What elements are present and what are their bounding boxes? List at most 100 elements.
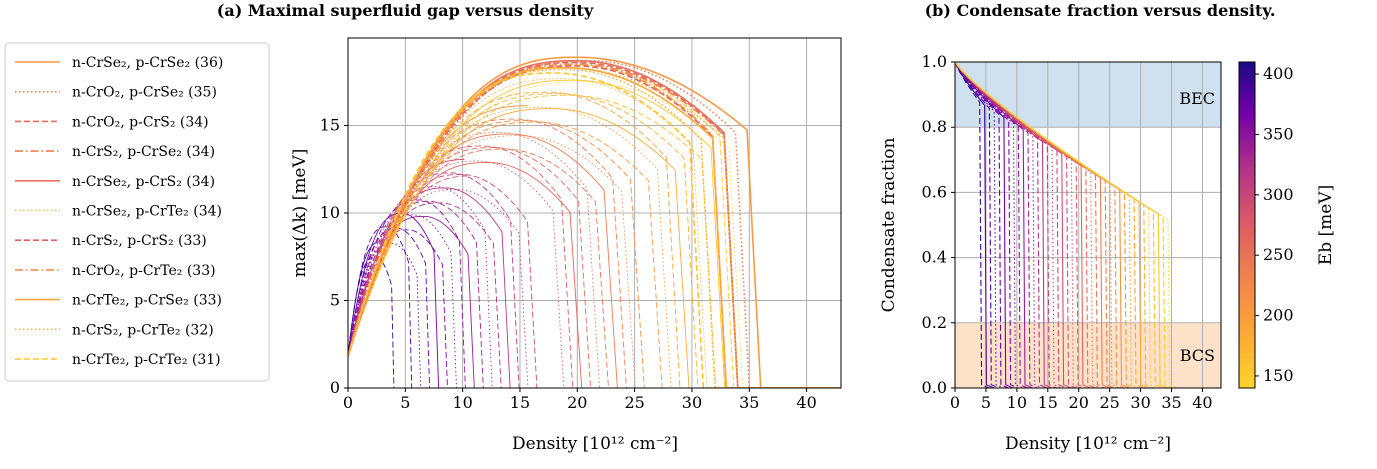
legend-entry: n-CrS₂, p-CrS₂ (33) bbox=[72, 233, 207, 249]
gap-sweep-curve bbox=[348, 148, 841, 388]
legend-entry: n-CrTe₂, p-CrSe₂ (33) bbox=[72, 293, 222, 309]
x-tick-label-b: 15 bbox=[1038, 393, 1058, 412]
gap-sweep-curve bbox=[348, 160, 841, 388]
gap-sweep-curve bbox=[348, 175, 470, 357]
x-tick-label-a: 35 bbox=[739, 393, 759, 412]
gap-series-line bbox=[348, 63, 841, 388]
x-tick-label-a: 10 bbox=[452, 393, 472, 412]
colorbar-tick-label: 250 bbox=[1263, 245, 1294, 264]
gap-sweep-curve bbox=[348, 242, 841, 388]
gap-sweep-curve bbox=[348, 81, 841, 388]
condensate-curve bbox=[955, 62, 1024, 388]
gap-series-line bbox=[348, 56, 841, 388]
gap-sweep-curve bbox=[348, 121, 841, 388]
gap-series-line bbox=[348, 65, 841, 388]
chart-a: 0 5 10 15 20 25 30 35 40 0 5 10 15 Density [10¹² cm⁻… bbox=[290, 37, 842, 454]
y-tick-label-b: 0.8 bbox=[922, 117, 947, 136]
y-tick-label-b: 0.2 bbox=[922, 313, 947, 332]
condensate-curve bbox=[955, 62, 1178, 388]
gap-sweep-curve bbox=[348, 214, 841, 388]
gap-sweep-curve bbox=[348, 132, 841, 388]
chart-b-frame bbox=[954, 61, 1222, 389]
gap-sweep-curve bbox=[348, 135, 841, 388]
gap-sweep-curve bbox=[348, 118, 841, 388]
bcs-label: BCS bbox=[1180, 346, 1215, 365]
gap-series-line bbox=[348, 60, 841, 388]
gap-sweep-curve bbox=[348, 199, 841, 388]
gap-sweep-curve bbox=[348, 78, 841, 388]
gap-sweep-curve bbox=[348, 108, 841, 388]
chart-b-title: (b) Condensate fraction versus density. bbox=[925, 1, 1276, 20]
colorbar-tick-label: 300 bbox=[1263, 185, 1294, 204]
gap-sweep-curve bbox=[348, 226, 841, 388]
y-tick-label-b: 0.0 bbox=[922, 378, 947, 397]
x-tick-label-b: 10 bbox=[1007, 393, 1027, 412]
y-tick-label-a: 15 bbox=[320, 116, 340, 135]
colorbar-tick-label: 350 bbox=[1263, 124, 1294, 143]
chart-a-xlabel: Density [10¹² cm⁻²] bbox=[512, 434, 678, 454]
colorbar-label: Eb [meV] bbox=[1316, 185, 1336, 265]
x-tick-label-a: 30 bbox=[682, 393, 702, 412]
legend-entry: n-CrTe₂, p-CrTe₂ (31) bbox=[72, 352, 221, 368]
gap-series-line bbox=[348, 61, 841, 388]
x-tick-label-a: 20 bbox=[567, 393, 587, 412]
colorbar: 150 200 250 300 350 400 Eb [meV] bbox=[1238, 61, 1336, 389]
y-tick-label-b: 0.4 bbox=[922, 248, 947, 267]
x-tick-label-a: 40 bbox=[796, 393, 816, 412]
legend-entry: n-CrO₂, p-CrSe₂ (35) bbox=[72, 85, 217, 101]
chart-a-ylabel: max(Δk) [meV] bbox=[290, 149, 310, 278]
gap-sweep-curve bbox=[348, 91, 841, 388]
gap-series-line bbox=[348, 68, 841, 388]
y-tick-label-b: 1.0 bbox=[922, 52, 947, 71]
y-tick-label-a: 10 bbox=[320, 203, 340, 222]
x-tick-label-b: 20 bbox=[1069, 393, 1089, 412]
y-tick-label-b: 0.6 bbox=[922, 182, 947, 201]
gap-series-line bbox=[348, 60, 841, 388]
colorbar-gradient bbox=[1238, 61, 1256, 389]
gap-sweep-curve bbox=[348, 106, 841, 388]
gap-sweep-curve bbox=[348, 64, 841, 388]
gap-sweep-curve bbox=[348, 200, 841, 388]
gap-sweep-curve bbox=[348, 256, 841, 388]
gap-series-line bbox=[348, 72, 841, 388]
colorbar-tick-label: 150 bbox=[1263, 366, 1294, 385]
x-tick-label-b: 0 bbox=[950, 393, 960, 412]
gap-sweep-curve bbox=[348, 120, 841, 388]
y-tick-label-a: 0 bbox=[330, 378, 340, 397]
gap-sweep-curve bbox=[348, 227, 841, 388]
gap-sweep-curve bbox=[348, 174, 841, 388]
legend: n-CrSe₂, p-CrSe₂ (36) n-CrO₂, p-CrSe₂ (35… bbox=[4, 42, 270, 382]
gap-series-line bbox=[348, 67, 841, 388]
x-tick-label-b: 5 bbox=[981, 393, 991, 412]
x-tick-label-a: 0 bbox=[343, 393, 353, 412]
x-tick-label-b: 40 bbox=[1192, 393, 1212, 412]
y-tick-label-a: 5 bbox=[330, 291, 340, 310]
x-tick-label-a: 5 bbox=[400, 393, 410, 412]
chart-b-xlabel: Density [10¹² cm⁻²] bbox=[1005, 434, 1171, 454]
gap-sweep-curve bbox=[348, 187, 841, 388]
legend-entry: n-CrO₂, p-CrTe₂ (33) bbox=[72, 263, 216, 279]
legend-entry: n-CrSe₂, p-CrTe₂ (34) bbox=[72, 204, 222, 220]
chart-b: BEC BCS 0 5 10 15 20 25 30 35 40 0.0 0.2 0.4 0.6 0.8 1… bbox=[879, 52, 1222, 454]
x-tick-label-b: 30 bbox=[1130, 393, 1150, 412]
bec-region bbox=[955, 62, 1221, 127]
colorbar-tick-label: 400 bbox=[1263, 64, 1294, 83]
gap-sweep-curve bbox=[348, 188, 841, 388]
legend-entry: n-CrSe₂, p-CrS₂ (34) bbox=[72, 174, 215, 190]
gap-sweep-curve bbox=[348, 94, 841, 388]
gap-sweep-curve bbox=[348, 93, 841, 388]
gap-sweep-curve bbox=[348, 145, 841, 388]
legend-frame bbox=[4, 42, 270, 382]
gap-sweep-curve bbox=[348, 229, 841, 388]
chart-b-ylabel: Condensate fraction bbox=[879, 138, 899, 313]
chart-a-title: (a) Maximal superfluid gap versus densit… bbox=[217, 1, 594, 20]
colorbar-tick-label: 200 bbox=[1263, 306, 1294, 325]
gap-sweep-curve bbox=[348, 172, 841, 388]
legend-entry: n-CrS₂, p-CrTe₂ (32) bbox=[72, 322, 214, 338]
legend-entry: n-CrSe₂, p-CrSe₂ (36) bbox=[72, 55, 223, 71]
gap-sweep-curve bbox=[348, 147, 841, 388]
gap-series-line bbox=[348, 63, 841, 388]
gap-sweep-curve bbox=[348, 162, 841, 388]
gap-sweep-curve bbox=[348, 241, 381, 357]
